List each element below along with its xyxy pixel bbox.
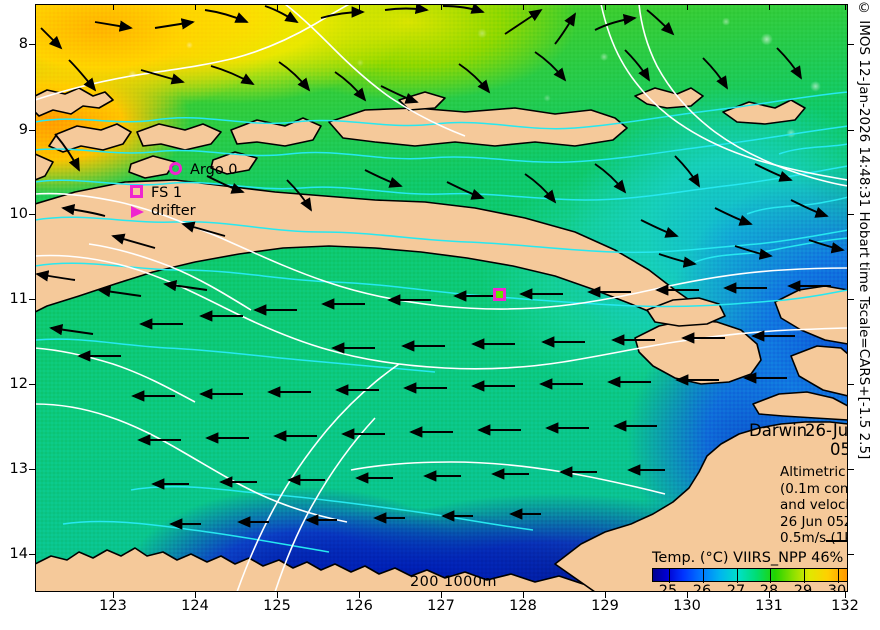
altimetry-description: Altimetric sealevel (0.1m contours) and … <box>780 464 848 546</box>
y-tick-label: 10 <box>9 206 28 222</box>
bathymetry-legend-label: 200 1000m <box>410 574 497 590</box>
colorbar-tick-labels: 25 26 27 28 29 30 31 <box>652 583 848 592</box>
y-tick-label: 13 <box>9 461 28 477</box>
x-tick-label: 132 <box>831 598 859 614</box>
x-tick-label: 130 <box>673 598 701 614</box>
x-tick-label: 124 <box>181 598 209 614</box>
colorbar-tick: 27 <box>726 583 746 592</box>
credit-text: © IMOS 12-Jan-2026 14:48:31 Hobart time … <box>856 0 872 460</box>
y-tick-label: 11 <box>9 291 28 307</box>
platform-markers: Argo 0 FS 1 drifter <box>35 4 848 592</box>
y-tick-label: 14 <box>9 546 28 562</box>
x-tick-label: 126 <box>345 598 373 614</box>
y-tick-label: 9 <box>18 122 28 138</box>
x-tick-label: 125 <box>263 598 291 614</box>
velocity-vectors <box>35 4 848 592</box>
fs-station-marker[interactable] <box>493 288 506 301</box>
observation-time: 05:50Z <box>830 440 848 459</box>
bathymetry-legend: 200 1000m <box>410 574 497 592</box>
drifter-marker-icon[interactable] <box>131 206 144 218</box>
y-tick-label: 12 <box>9 376 28 392</box>
city-label: Darwin <box>749 421 808 440</box>
x-tick-label: 128 <box>509 598 537 614</box>
sealevel-contours <box>35 4 848 592</box>
temperature-colorbar: Temp. (°C) VIIRS_NPP 46% ql>=2 25 26 27 … <box>652 550 848 592</box>
x-tick-label: 123 <box>99 598 127 614</box>
colorbar-title: Temp. (°C) VIIRS_NPP 46% ql>=2 <box>652 550 848 566</box>
velocity-scale-arrow <box>824 533 848 547</box>
drifter-legend-label: drifter <box>151 203 196 219</box>
y-tick-label: 8 <box>18 36 28 52</box>
bathymetry-contours <box>35 4 848 592</box>
map-plot-area[interactable]: Argo 0 FS 1 drifter Darwin 26-Jun-2025 0… <box>35 4 848 592</box>
colorbar-gradient <box>652 568 848 583</box>
observation-date: 26-Jun-2025 <box>805 421 848 440</box>
x-tick-label: 127 <box>427 598 455 614</box>
argo-marker-icon[interactable] <box>169 162 182 175</box>
colorbar-tick: 30 <box>827 583 847 592</box>
colorbar-tick: 28 <box>759 583 779 592</box>
fs-marker-icon[interactable] <box>130 185 143 198</box>
colorbar-tick: 25 <box>658 583 678 592</box>
colorbar-tick: 26 <box>692 583 712 592</box>
colorbar-tick: 29 <box>793 583 813 592</box>
x-tick-label: 129 <box>591 598 619 614</box>
x-tick-label: 131 <box>755 598 783 614</box>
argo-legend-label: Argo 0 <box>190 162 238 178</box>
fs-legend-label: FS 1 <box>151 185 183 201</box>
